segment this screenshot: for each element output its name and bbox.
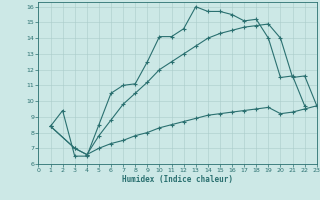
X-axis label: Humidex (Indice chaleur): Humidex (Indice chaleur) <box>122 175 233 184</box>
